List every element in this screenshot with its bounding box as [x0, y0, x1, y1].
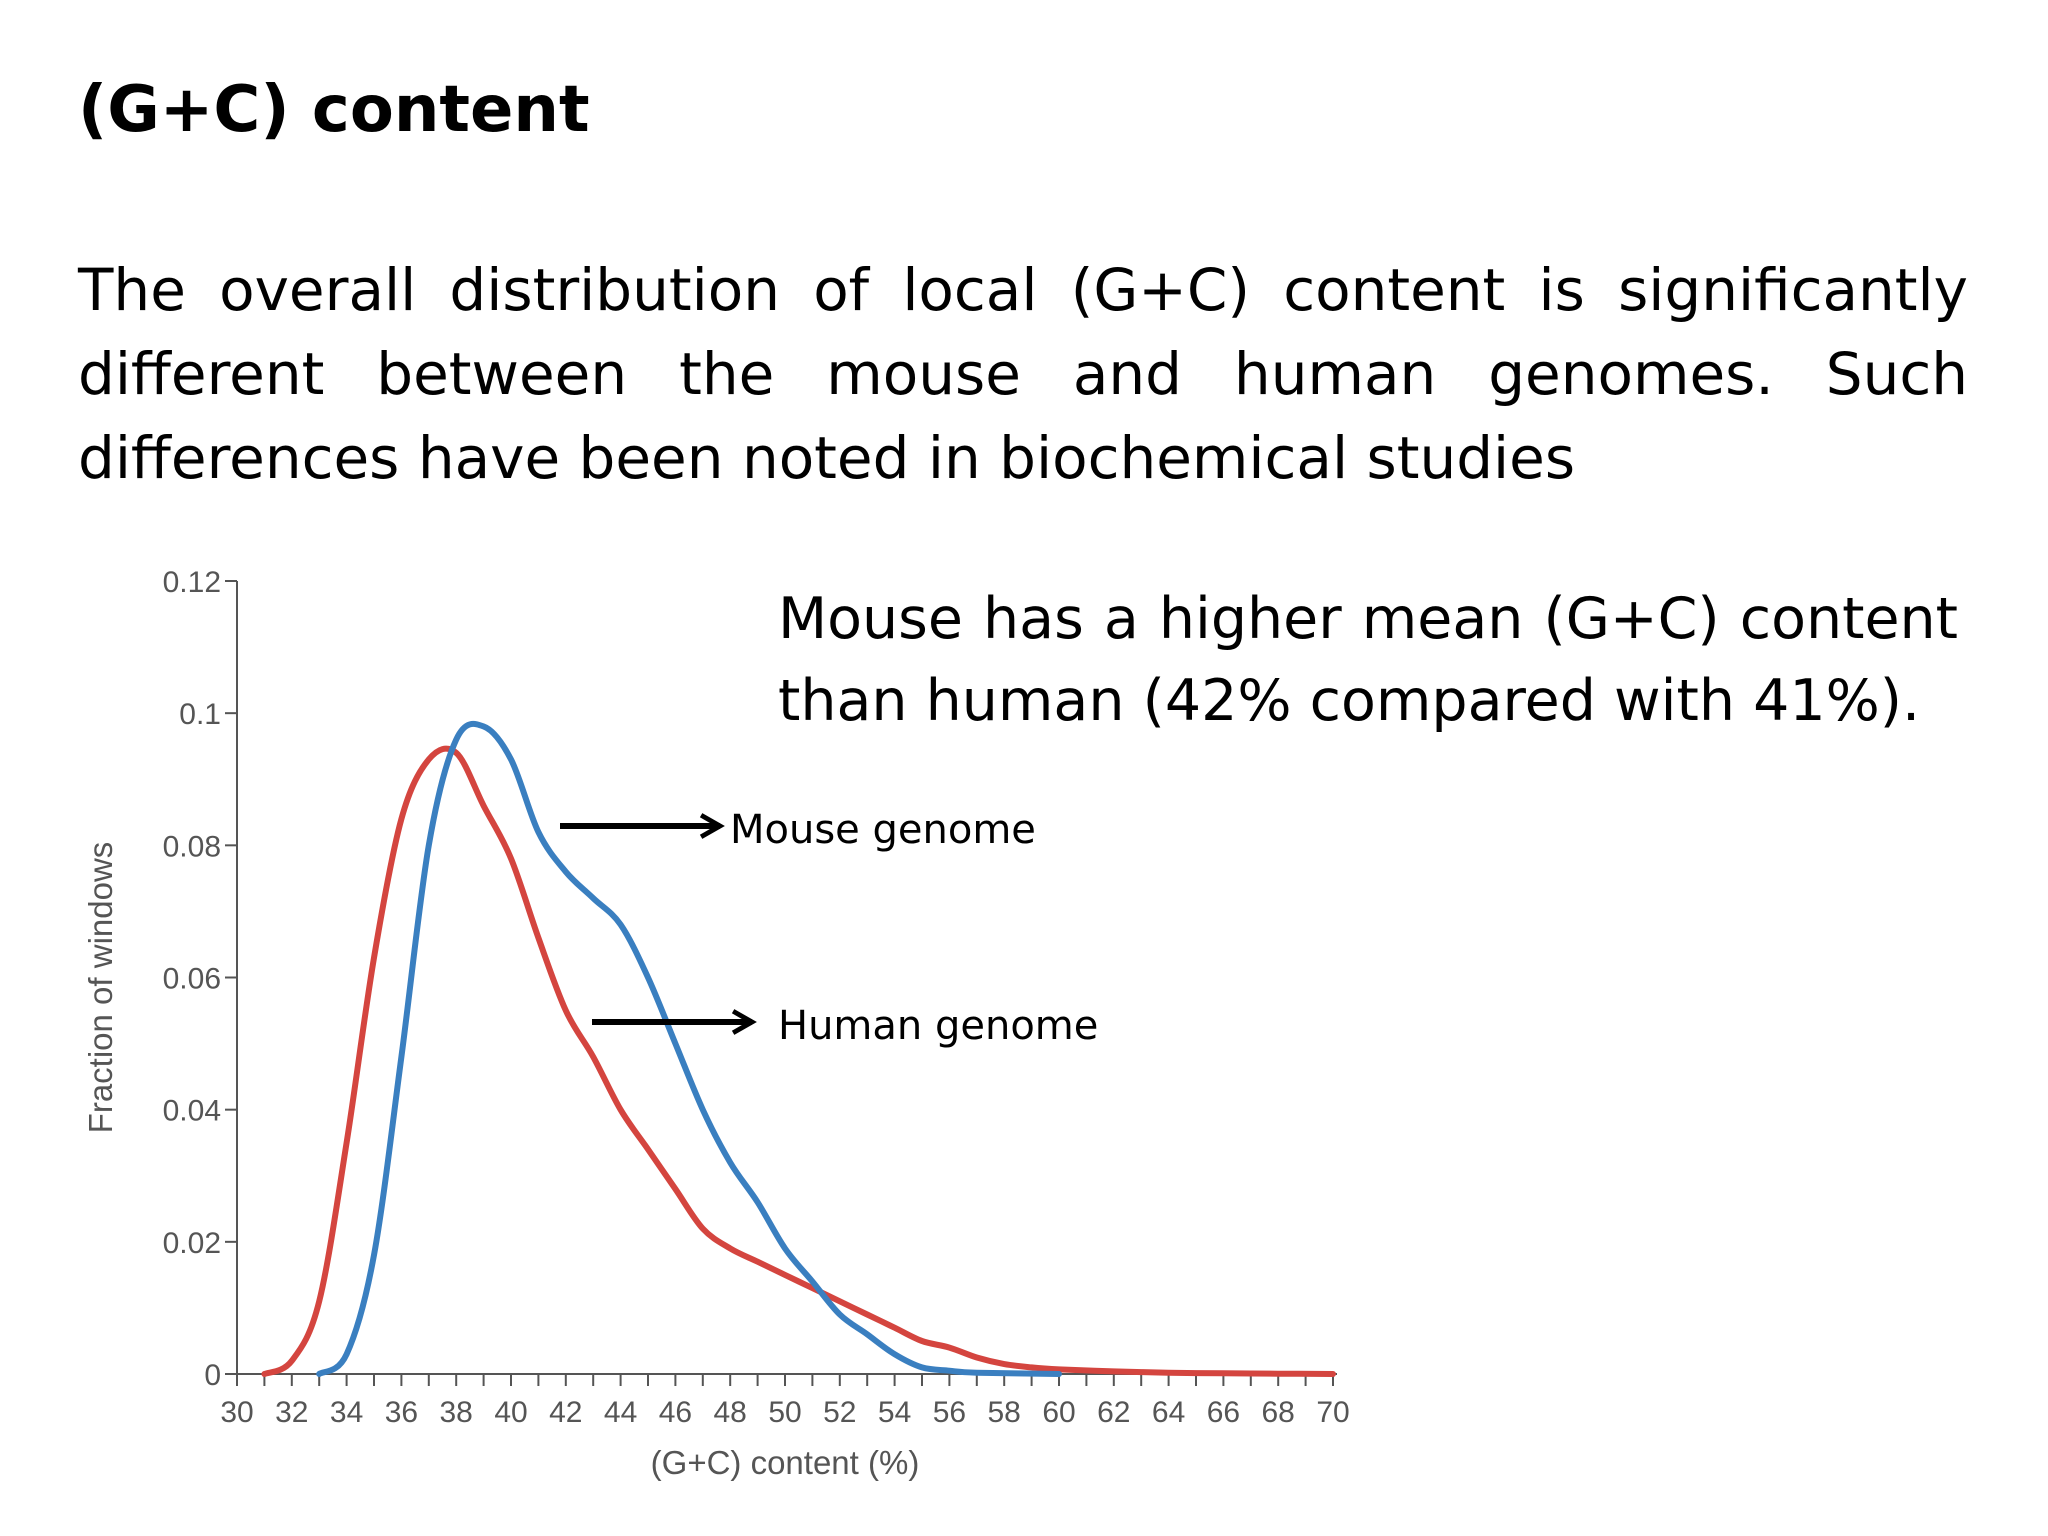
- x-tick-label: 64: [1152, 1396, 1185, 1429]
- y-tick-label: 0.04: [163, 1095, 221, 1128]
- mouse-genome-label: Mouse genome: [730, 807, 1036, 853]
- x-tick-label: 60: [1042, 1396, 1075, 1429]
- x-axis-title: (G+C) content (%): [651, 1444, 920, 1481]
- y-tick-label: 0.02: [163, 1227, 221, 1260]
- x-tick-label: 50: [768, 1396, 801, 1429]
- x-tick-label: 44: [604, 1396, 637, 1429]
- series-annotations: Mouse genome Human genome: [560, 807, 1098, 1049]
- x-tick-label: 34: [330, 1396, 363, 1429]
- x-tick-label: 42: [549, 1396, 582, 1429]
- x-tick-label: 30: [220, 1396, 253, 1429]
- x-tick-label: 62: [1097, 1396, 1130, 1429]
- x-tick-label: 54: [878, 1396, 911, 1429]
- x-tick-label: 56: [933, 1396, 966, 1429]
- y-tick-label: 0.08: [163, 830, 221, 863]
- x-tick-label: 68: [1262, 1396, 1295, 1429]
- y-tick-label: 0.06: [163, 963, 221, 996]
- x-tick-label: 38: [440, 1396, 473, 1429]
- mean-comparison-callout: Mouse has a higher mean (G+C) content th…: [778, 586, 1958, 734]
- plot-area: 0 0.02 0.04 0.06 0.08 0.1 0.12 30 32 34 36 38 40 42 44…: [82, 566, 1350, 1481]
- x-tick-label: 66: [1207, 1396, 1240, 1429]
- y-tick-label: 0.1: [179, 698, 221, 731]
- mouse-genome-curve: [316, 720, 1062, 1377]
- x-tick-label: 70: [1316, 1396, 1349, 1429]
- x-tick-label: 52: [823, 1396, 856, 1429]
- human-genome-label: Human genome: [778, 1003, 1098, 1049]
- x-tick-label: 36: [385, 1396, 418, 1429]
- human-genome-curve: [261, 745, 1336, 1377]
- x-tick-label: 40: [494, 1396, 527, 1429]
- slide-body-text: The overall distribution of local (G+C) …: [78, 256, 1968, 492]
- x-tick-label: 46: [659, 1396, 692, 1429]
- y-tick-label: 0: [204, 1359, 221, 1392]
- slide-title: (G+C) content: [78, 73, 590, 147]
- x-tick-label: 48: [714, 1396, 747, 1429]
- x-tick-label: 58: [988, 1396, 1021, 1429]
- y-axis-title: Fraction of windows: [82, 842, 119, 1134]
- x-tick-label: 32: [275, 1396, 308, 1429]
- y-tick-label: 0.12: [163, 566, 221, 599]
